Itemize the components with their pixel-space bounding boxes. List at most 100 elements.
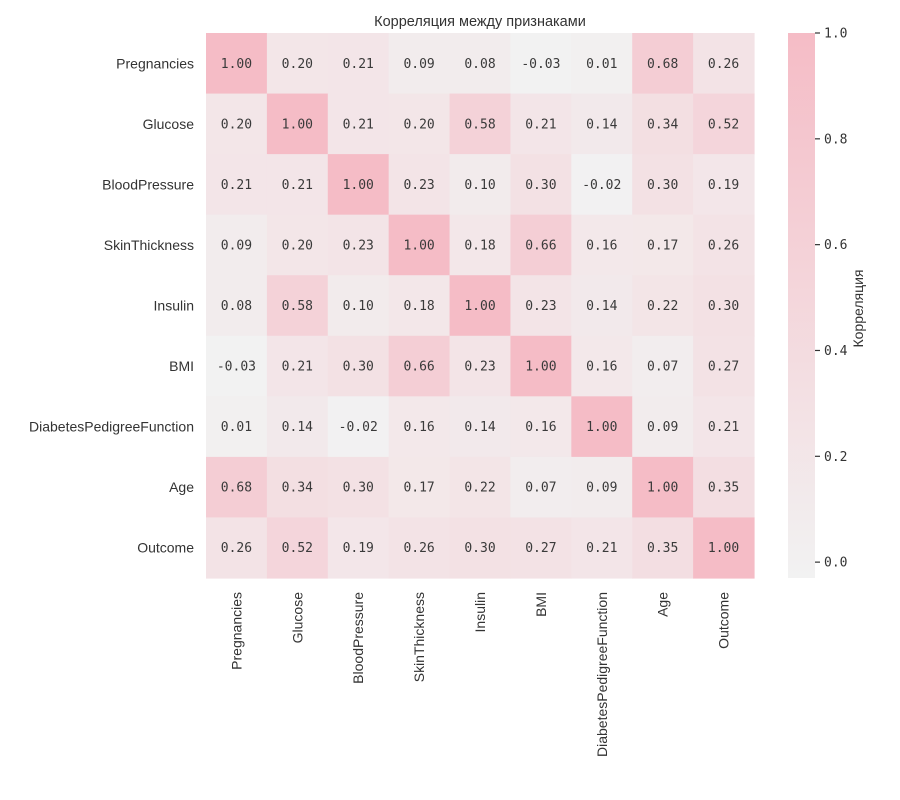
- heatmap-cell: [510, 396, 572, 458]
- heatmap-cell: [206, 214, 268, 276]
- cell-value-label: 0.18: [464, 238, 495, 253]
- heatmap-cell: [388, 93, 451, 155]
- heatmap-cell: [449, 396, 512, 458]
- heatmap-cell: [632, 275, 694, 337]
- colorbar-tick-label: 0.8: [824, 132, 847, 147]
- cell-value-label: 0.30: [343, 481, 374, 496]
- cell-value-label: 0.20: [403, 117, 434, 132]
- colorbar-ticks: 0.0 0.2 0.4 0.6 0.8 1.0: [815, 27, 848, 571]
- cell-value-label: 0.23: [403, 178, 434, 193]
- cell-value-label: 0.01: [221, 420, 252, 435]
- cell-value-label: 0.22: [464, 481, 495, 496]
- cell-value-label: 0.30: [525, 178, 556, 193]
- heatmap-cell: [632, 335, 694, 397]
- cell-value-label: 0.21: [282, 360, 313, 375]
- heatmap-cells: 1.00 0.20 0.21 0.09 0.08 -0.03 0.01 0.68 0.26 0.2…: [206, 33, 755, 579]
- x-tick-label: Insulin: [472, 592, 488, 632]
- heatmap-cell: [510, 33, 572, 95]
- cell-value-label: 1.00: [282, 117, 313, 132]
- cell-value-label: 0.09: [221, 238, 252, 253]
- cell-value-label: 0.19: [343, 541, 374, 556]
- heatmap-cell: [266, 33, 329, 95]
- cell-value-label: 0.23: [525, 299, 556, 314]
- heatmap-cell: [449, 275, 512, 337]
- cell-value-label: 0.26: [403, 541, 434, 556]
- colorbar-tick-label: 0.4: [824, 344, 848, 359]
- cell-value-label: 0.22: [647, 299, 678, 314]
- colorbar-tick-label: 0.6: [824, 238, 847, 253]
- heatmap-cell: [693, 396, 755, 458]
- cell-value-label: 0.07: [647, 360, 678, 375]
- heatmap-cell: [449, 93, 512, 155]
- cell-value-label: -0.03: [521, 57, 560, 72]
- heatmap-cell: [266, 456, 329, 519]
- y-axis-labels: Pregnancies Glucose BloodPressure SkinThick…: [29, 55, 194, 555]
- x-tick-label: SkinThickness: [411, 592, 427, 682]
- cell-value-label: 0.21: [525, 117, 556, 132]
- cell-value-label: 0.01: [586, 57, 617, 72]
- heatmap-cell: [327, 275, 390, 337]
- y-tick-label: Age: [169, 479, 194, 495]
- cell-value-label: 0.16: [403, 420, 434, 435]
- cell-value-label: 0.21: [221, 178, 252, 193]
- heatmap-cell: [206, 93, 268, 155]
- heatmap-cell: [510, 93, 572, 155]
- heatmap-cell: [388, 456, 451, 519]
- cell-value-label: 0.26: [708, 238, 739, 253]
- cell-value-label: 0.20: [282, 57, 313, 72]
- heatmap-cell: [510, 154, 572, 216]
- cell-value-label: 0.30: [708, 299, 739, 314]
- heatmap-cell: [632, 517, 694, 579]
- cell-value-label: 0.35: [708, 481, 739, 496]
- cell-value-label: 0.14: [586, 117, 617, 132]
- cell-value-label: 0.16: [586, 360, 617, 375]
- cell-value-label: 0.27: [708, 360, 739, 375]
- heatmap-cell: [571, 93, 633, 155]
- heatmap-cell: [327, 335, 390, 397]
- cell-value-label: 0.35: [647, 541, 678, 556]
- cell-value-label: 0.58: [282, 299, 313, 314]
- heatmap-cell: [327, 214, 390, 276]
- chart-title: Корреляция между признаками: [374, 14, 586, 30]
- colorbar-tick-label: 0.0: [824, 556, 847, 571]
- cell-value-label: 0.34: [282, 481, 313, 496]
- heatmap-cell: [327, 33, 390, 95]
- heatmap-cell: [632, 154, 694, 216]
- cell-value-label: 0.08: [221, 299, 252, 314]
- heatmap-cell: [206, 335, 268, 397]
- cell-value-label: 1.00: [708, 541, 739, 556]
- heatmap-cell: [510, 335, 572, 397]
- cell-value-label: 0.17: [647, 238, 678, 253]
- heatmap-cell: [449, 154, 512, 216]
- y-tick-label: Pregnancies: [116, 55, 194, 71]
- heatmap-cell: [632, 214, 694, 276]
- heatmap-cell: [266, 396, 329, 458]
- heatmap-cell: [693, 335, 755, 397]
- cell-value-label: 0.10: [343, 299, 374, 314]
- cell-value-label: 0.21: [586, 541, 617, 556]
- cell-value-label: 0.30: [464, 541, 495, 556]
- cell-value-label: 0.09: [586, 481, 617, 496]
- cell-value-label: 0.30: [343, 360, 374, 375]
- heatmap-cell: [449, 517, 512, 579]
- heatmap-cell: [571, 517, 633, 579]
- heatmap-cell: [632, 396, 694, 458]
- cell-value-label: 0.07: [525, 481, 556, 496]
- heatmap-cell: [206, 33, 268, 95]
- heatmap-cell: [327, 517, 390, 579]
- cell-value-label: 0.30: [647, 178, 678, 193]
- y-tick-label: Glucose: [143, 116, 195, 132]
- cell-value-label: 1.00: [586, 420, 617, 435]
- heatmap-cell: [449, 335, 512, 397]
- heatmap-cell: [571, 456, 633, 519]
- x-tick-label: DiabetesPedigreeFunction: [594, 592, 610, 757]
- cell-value-label: 0.08: [464, 57, 495, 72]
- x-tick-label: Pregnancies: [228, 592, 244, 670]
- heatmap-cell: [206, 396, 268, 458]
- heatmap-cell: [693, 456, 755, 519]
- heatmap-cell: [266, 214, 329, 276]
- heatmap-cell: [388, 517, 451, 579]
- cell-value-label: 0.68: [647, 57, 678, 72]
- heatmap-cell: [693, 517, 755, 579]
